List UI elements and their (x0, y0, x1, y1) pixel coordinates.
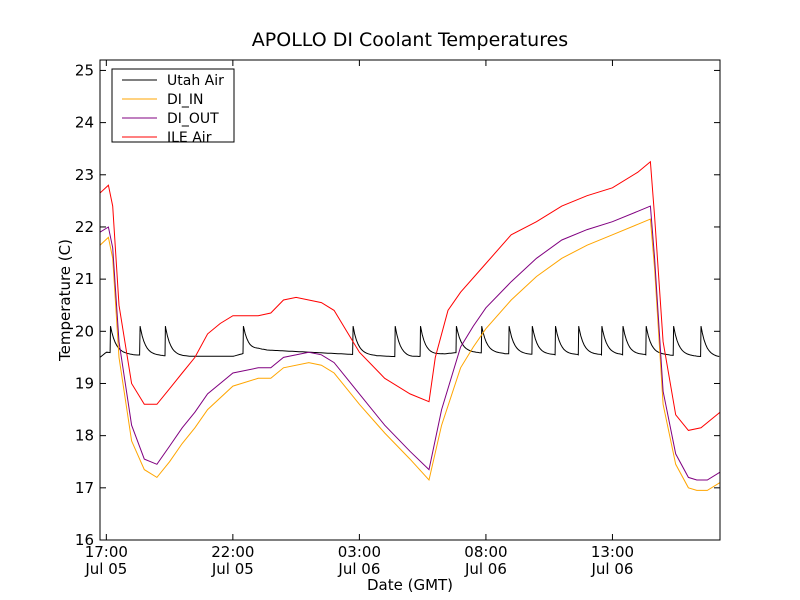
legend: Utah Air DI_IN DI_OUT ILE Air (111, 68, 235, 146)
x-tick-label: 22:00 (211, 543, 254, 561)
x-tick-label: Jul 06 (590, 560, 633, 578)
y-axis-label: Temperature (C) (56, 239, 74, 362)
y-tick-label: 24 (75, 114, 94, 132)
y-tick-label: 17 (75, 479, 94, 497)
series-line-di-out (100, 205, 720, 481)
x-tick-label: 13:00 (591, 543, 634, 561)
plot-frame (99, 59, 721, 541)
y-tick-label: 23 (75, 166, 94, 184)
x-tick-label: 08:00 (464, 543, 507, 561)
y-tick-label: 22 (75, 218, 94, 236)
series-line-di-in (100, 218, 720, 491)
x-tick-label: Jul 05 (84, 560, 127, 578)
series-line-ile-air (100, 160, 720, 431)
chart-title: APOLLO DI Coolant Temperatures (252, 29, 568, 51)
x-tick-label: Jul 05 (211, 560, 254, 578)
x-tick-label: 03:00 (338, 543, 381, 561)
y-tick-label: 25 (75, 61, 94, 79)
y-tick-label: 19 (75, 374, 94, 392)
x-tick-label: Jul 06 (464, 560, 507, 578)
y-tick-label: 21 (75, 270, 94, 288)
legend-label: DI_OUT (167, 111, 219, 127)
y-tick-label: 20 (75, 322, 94, 340)
y-tick-label: 18 (75, 427, 94, 445)
y-tick-label: 16 (75, 531, 94, 549)
series-layer (100, 160, 720, 491)
legend-box (111, 68, 235, 143)
x-tick-label: 17:00 (85, 543, 128, 561)
x-axis-label: Date (GMT) (367, 576, 453, 594)
x-tick-label: Jul 06 (337, 560, 380, 578)
legend-label: DI_IN (167, 92, 204, 108)
series-line-utah-air (100, 325, 720, 358)
legend-label: ILE Air (167, 130, 212, 146)
legend-label: Utah Air (167, 73, 224, 89)
